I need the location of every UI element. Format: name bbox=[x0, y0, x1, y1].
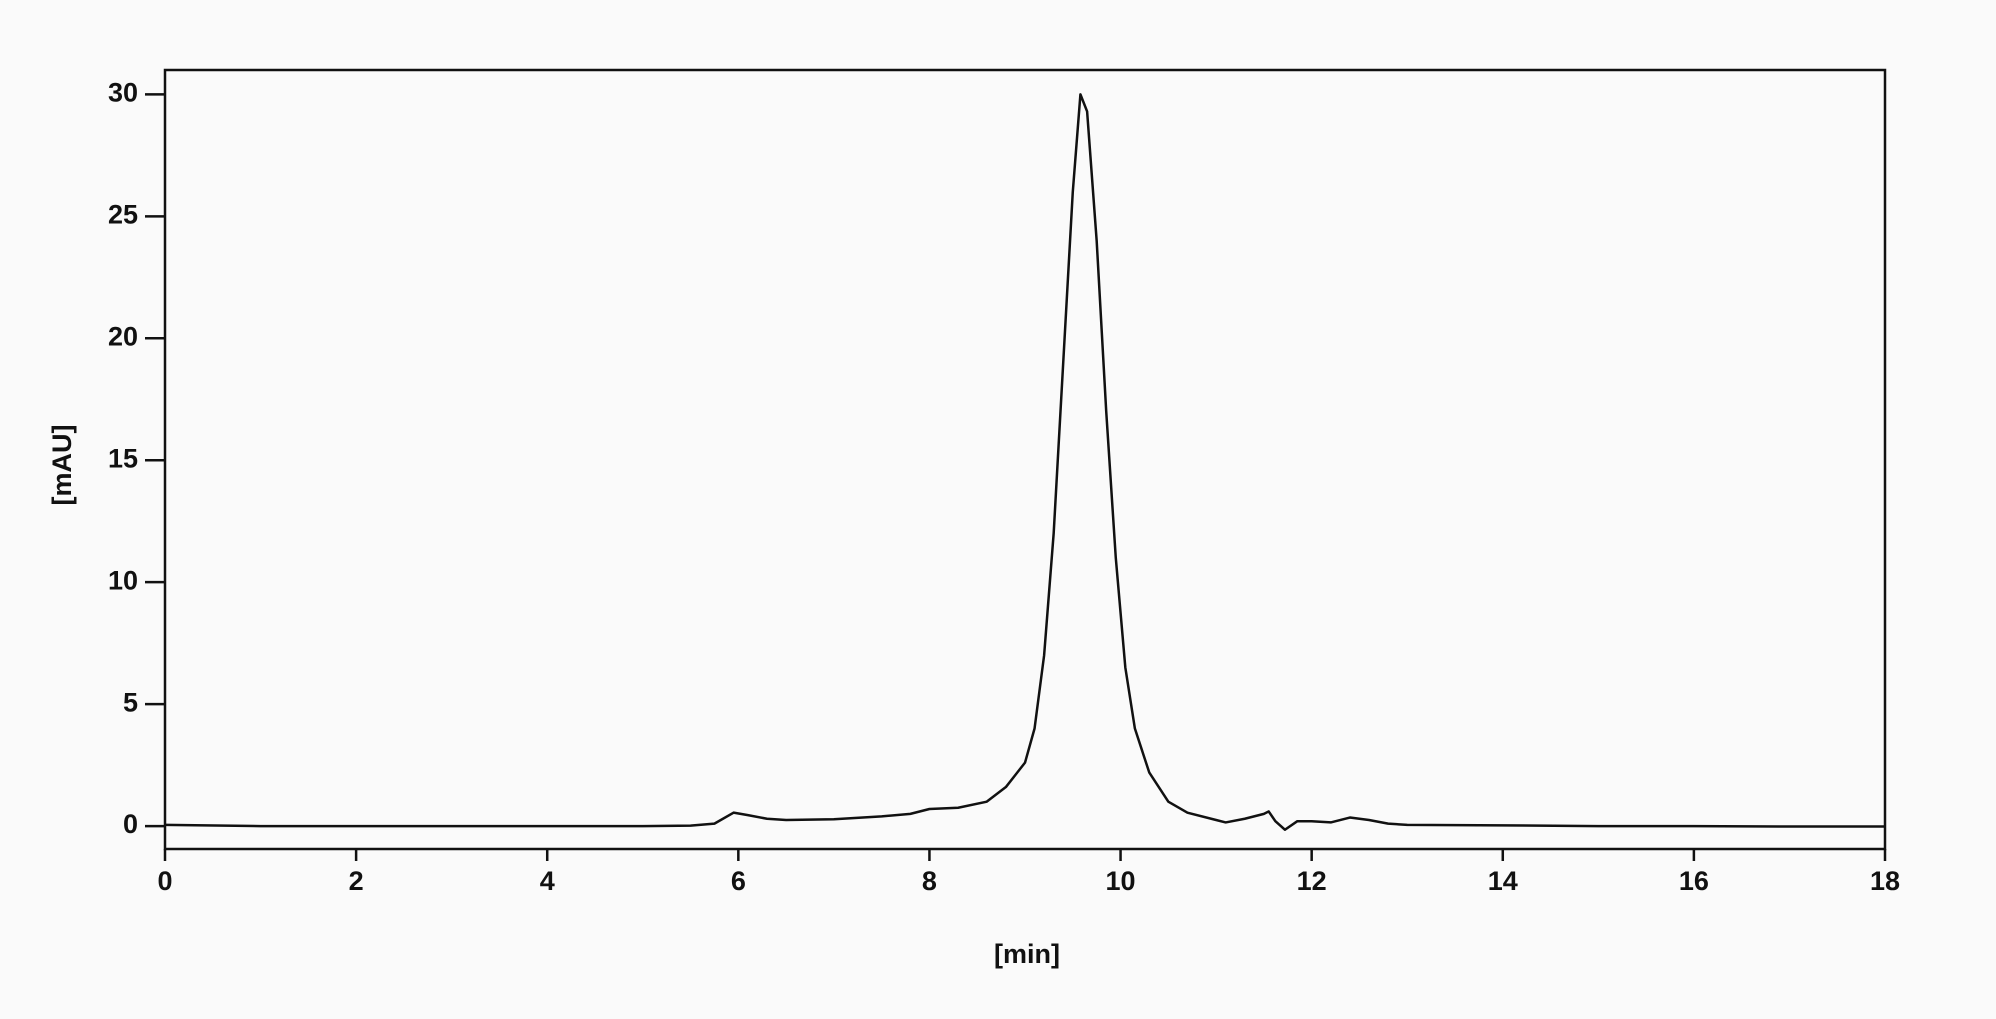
x-tick-label: 16 bbox=[1679, 866, 1709, 896]
y-tick-label: 20 bbox=[108, 321, 138, 351]
x-tick-label: 12 bbox=[1297, 866, 1327, 896]
x-tick-label: 18 bbox=[1870, 866, 1900, 896]
data-line bbox=[164, 93, 1885, 831]
x-tick-label: 8 bbox=[922, 866, 937, 896]
y-tick-label: 5 bbox=[123, 687, 138, 717]
x-tick-label: 0 bbox=[157, 866, 172, 896]
x-tick-label: 2 bbox=[349, 866, 364, 896]
x-tick-label: 4 bbox=[540, 866, 555, 896]
y-tick-label: 10 bbox=[108, 565, 138, 595]
x-tick-label: 6 bbox=[731, 866, 746, 896]
plot-frame bbox=[163, 68, 1887, 851]
x-axis-label: [min] bbox=[994, 939, 1060, 969]
y-tick-label: 25 bbox=[108, 199, 138, 229]
y-tick-label: 0 bbox=[123, 809, 138, 839]
y-tick-label: 15 bbox=[108, 443, 138, 473]
y-tick-label: 30 bbox=[108, 78, 138, 108]
x-tick-label: 14 bbox=[1488, 866, 1518, 896]
y-axis-label: [mAU] bbox=[47, 425, 77, 506]
x-tick-label: 10 bbox=[1106, 866, 1136, 896]
